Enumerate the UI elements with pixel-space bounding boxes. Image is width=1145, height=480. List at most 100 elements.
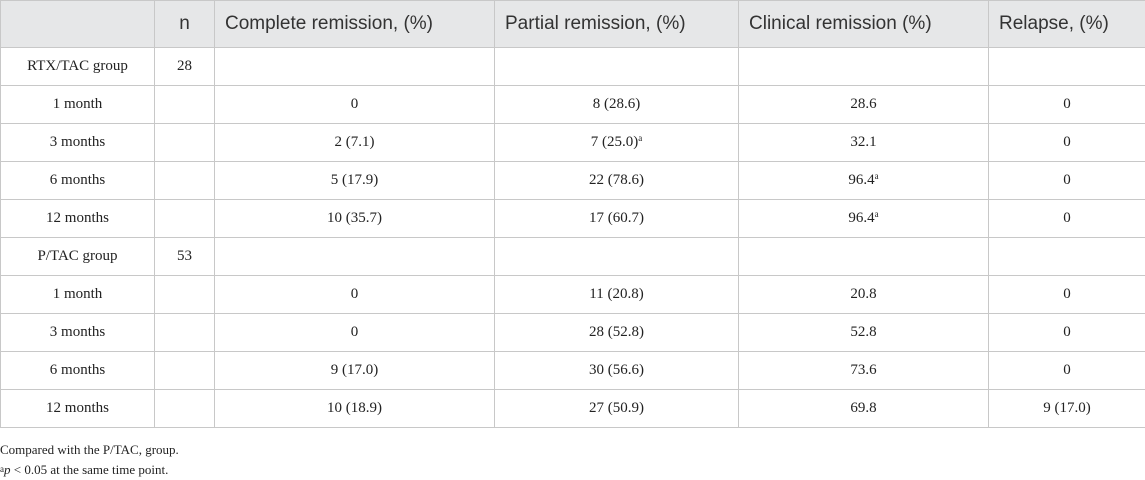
- row-partial-remission: 17 (60.7): [495, 200, 739, 238]
- row-complete-remission-value: 10 (18.9): [327, 400, 382, 416]
- row-complete-remission: [215, 238, 495, 276]
- row-relapse-value: 0: [1063, 134, 1071, 150]
- row-clinical-remission-footnote-marker: a: [875, 171, 879, 181]
- row-n: [155, 162, 215, 200]
- row-clinical-remission-value: 32.1: [850, 134, 876, 150]
- row-label-value: P/TAC group: [37, 248, 117, 264]
- row-complete-remission-value: 2 (7.1): [335, 134, 375, 150]
- footnote-2-marker: a: [0, 464, 4, 474]
- row-clinical-remission: 20.8: [739, 276, 989, 314]
- row-complete-remission: [215, 48, 495, 86]
- row-n-value: 53: [177, 248, 192, 264]
- row-complete-remission-value: 9 (17.0): [331, 362, 379, 378]
- row-complete-remission: 10 (35.7): [215, 200, 495, 238]
- row-partial-remission-value: 30 (56.6): [589, 362, 644, 378]
- row-n: 28: [155, 48, 215, 86]
- header-row: n Complete remission, (%) Partial remiss…: [1, 1, 1145, 48]
- row-complete-remission: 0: [215, 86, 495, 124]
- row-label: 1 month: [1, 276, 155, 314]
- row-clinical-remission-value: 52.8: [850, 324, 876, 340]
- row-clinical-remission-value: 73.6: [850, 362, 876, 378]
- row-partial-remission-value: 8 (28.6): [593, 96, 641, 112]
- row-complete-remission: 0: [215, 314, 495, 352]
- row-partial-remission: 11 (20.8): [495, 276, 739, 314]
- row-clinical-remission-value: 96.4: [848, 172, 874, 188]
- table-row: P/TAC group 53: [1, 238, 1145, 276]
- row-complete-remission: 9 (17.0): [215, 352, 495, 390]
- row-n: [155, 200, 215, 238]
- row-label: RTX/TAC group: [1, 48, 155, 86]
- row-complete-remission-value: 0: [351, 96, 359, 112]
- row-label: 12 months: [1, 200, 155, 238]
- row-partial-remission-value: 27 (50.9): [589, 400, 644, 416]
- row-label-value: 3 months: [50, 324, 105, 340]
- row-relapse: 0: [989, 124, 1145, 162]
- row-label-value: RTX/TAC group: [27, 58, 128, 74]
- row-relapse: 9 (17.0): [989, 390, 1145, 428]
- row-complete-remission-value: 5 (17.9): [331, 172, 379, 188]
- row-label-value: 3 months: [50, 134, 105, 150]
- row-label: P/TAC group: [1, 238, 155, 276]
- footnote-1: Compared with the P/TAC, group.: [0, 440, 179, 460]
- row-label: 6 months: [1, 352, 155, 390]
- row-partial-remission: 27 (50.9): [495, 390, 739, 428]
- row-partial-remission-footnote-marker: a: [638, 133, 642, 143]
- row-relapse-value: 9 (17.0): [1043, 400, 1091, 416]
- row-relapse: [989, 48, 1145, 86]
- row-partial-remission: 28 (52.8): [495, 314, 739, 352]
- row-complete-remission: 2 (7.1): [215, 124, 495, 162]
- row-relapse-value: 0: [1063, 172, 1071, 188]
- row-complete-remission-value: 0: [351, 324, 359, 340]
- row-label-value: 12 months: [46, 400, 109, 416]
- table-row: 12 months 10 (18.9) 27 (50.9) 69.8 9 (17.0): [1, 390, 1145, 428]
- row-clinical-remission-footnote-marker: a: [875, 209, 879, 219]
- row-label: 3 months: [1, 314, 155, 352]
- row-relapse-value: 0: [1063, 362, 1071, 378]
- row-partial-remission: 30 (56.6): [495, 352, 739, 390]
- row-label-value: 6 months: [50, 172, 105, 188]
- row-n: 53: [155, 238, 215, 276]
- row-relapse-value: 0: [1063, 96, 1071, 112]
- row-n: [155, 86, 215, 124]
- row-clinical-remission: 73.6: [739, 352, 989, 390]
- row-clinical-remission: 96.4a: [739, 162, 989, 200]
- row-relapse: 0: [989, 200, 1145, 238]
- row-clinical-remission: 96.4a: [739, 200, 989, 238]
- row-label-value: 1 month: [53, 286, 103, 302]
- row-n-value: 28: [177, 58, 192, 74]
- row-n: [155, 352, 215, 390]
- row-clinical-remission-value: 69.8: [850, 400, 876, 416]
- row-partial-remission: [495, 48, 739, 86]
- row-relapse: 0: [989, 276, 1145, 314]
- row-label: 1 month: [1, 86, 155, 124]
- row-n: [155, 314, 215, 352]
- row-relapse: 0: [989, 162, 1145, 200]
- row-partial-remission-value: 11 (20.8): [589, 286, 643, 302]
- row-partial-remission: 22 (78.6): [495, 162, 739, 200]
- row-partial-remission-value: 28 (52.8): [589, 324, 644, 340]
- table-row: 6 months 5 (17.9) 22 (78.6) 96.4a 0: [1, 162, 1145, 200]
- row-clinical-remission: 32.1: [739, 124, 989, 162]
- row-label: 12 months: [1, 390, 155, 428]
- row-complete-remission: 0: [215, 276, 495, 314]
- header-clinical-remission: Clinical remission (%): [739, 1, 989, 48]
- row-partial-remission-value: 22 (78.6): [589, 172, 644, 188]
- row-partial-remission: 8 (28.6): [495, 86, 739, 124]
- row-partial-remission-value: 7 (25.0): [591, 134, 639, 150]
- row-complete-remission-value: 10 (35.7): [327, 210, 382, 226]
- row-n: [155, 276, 215, 314]
- row-label-value: 12 months: [46, 210, 109, 226]
- table-row: 6 months 9 (17.0) 30 (56.6) 73.6 0: [1, 352, 1145, 390]
- results-table: n Complete remission, (%) Partial remiss…: [0, 0, 1145, 428]
- row-label-value: 6 months: [50, 362, 105, 378]
- row-clinical-remission: 52.8: [739, 314, 989, 352]
- row-relapse: 0: [989, 86, 1145, 124]
- row-partial-remission-value: 17 (60.7): [589, 210, 644, 226]
- header-relapse: Relapse, (%): [989, 1, 1145, 48]
- table-footnotes: Compared with the P/TAC, group. ap < 0.0…: [0, 440, 179, 480]
- row-clinical-remission: 69.8: [739, 390, 989, 428]
- row-relapse: 0: [989, 352, 1145, 390]
